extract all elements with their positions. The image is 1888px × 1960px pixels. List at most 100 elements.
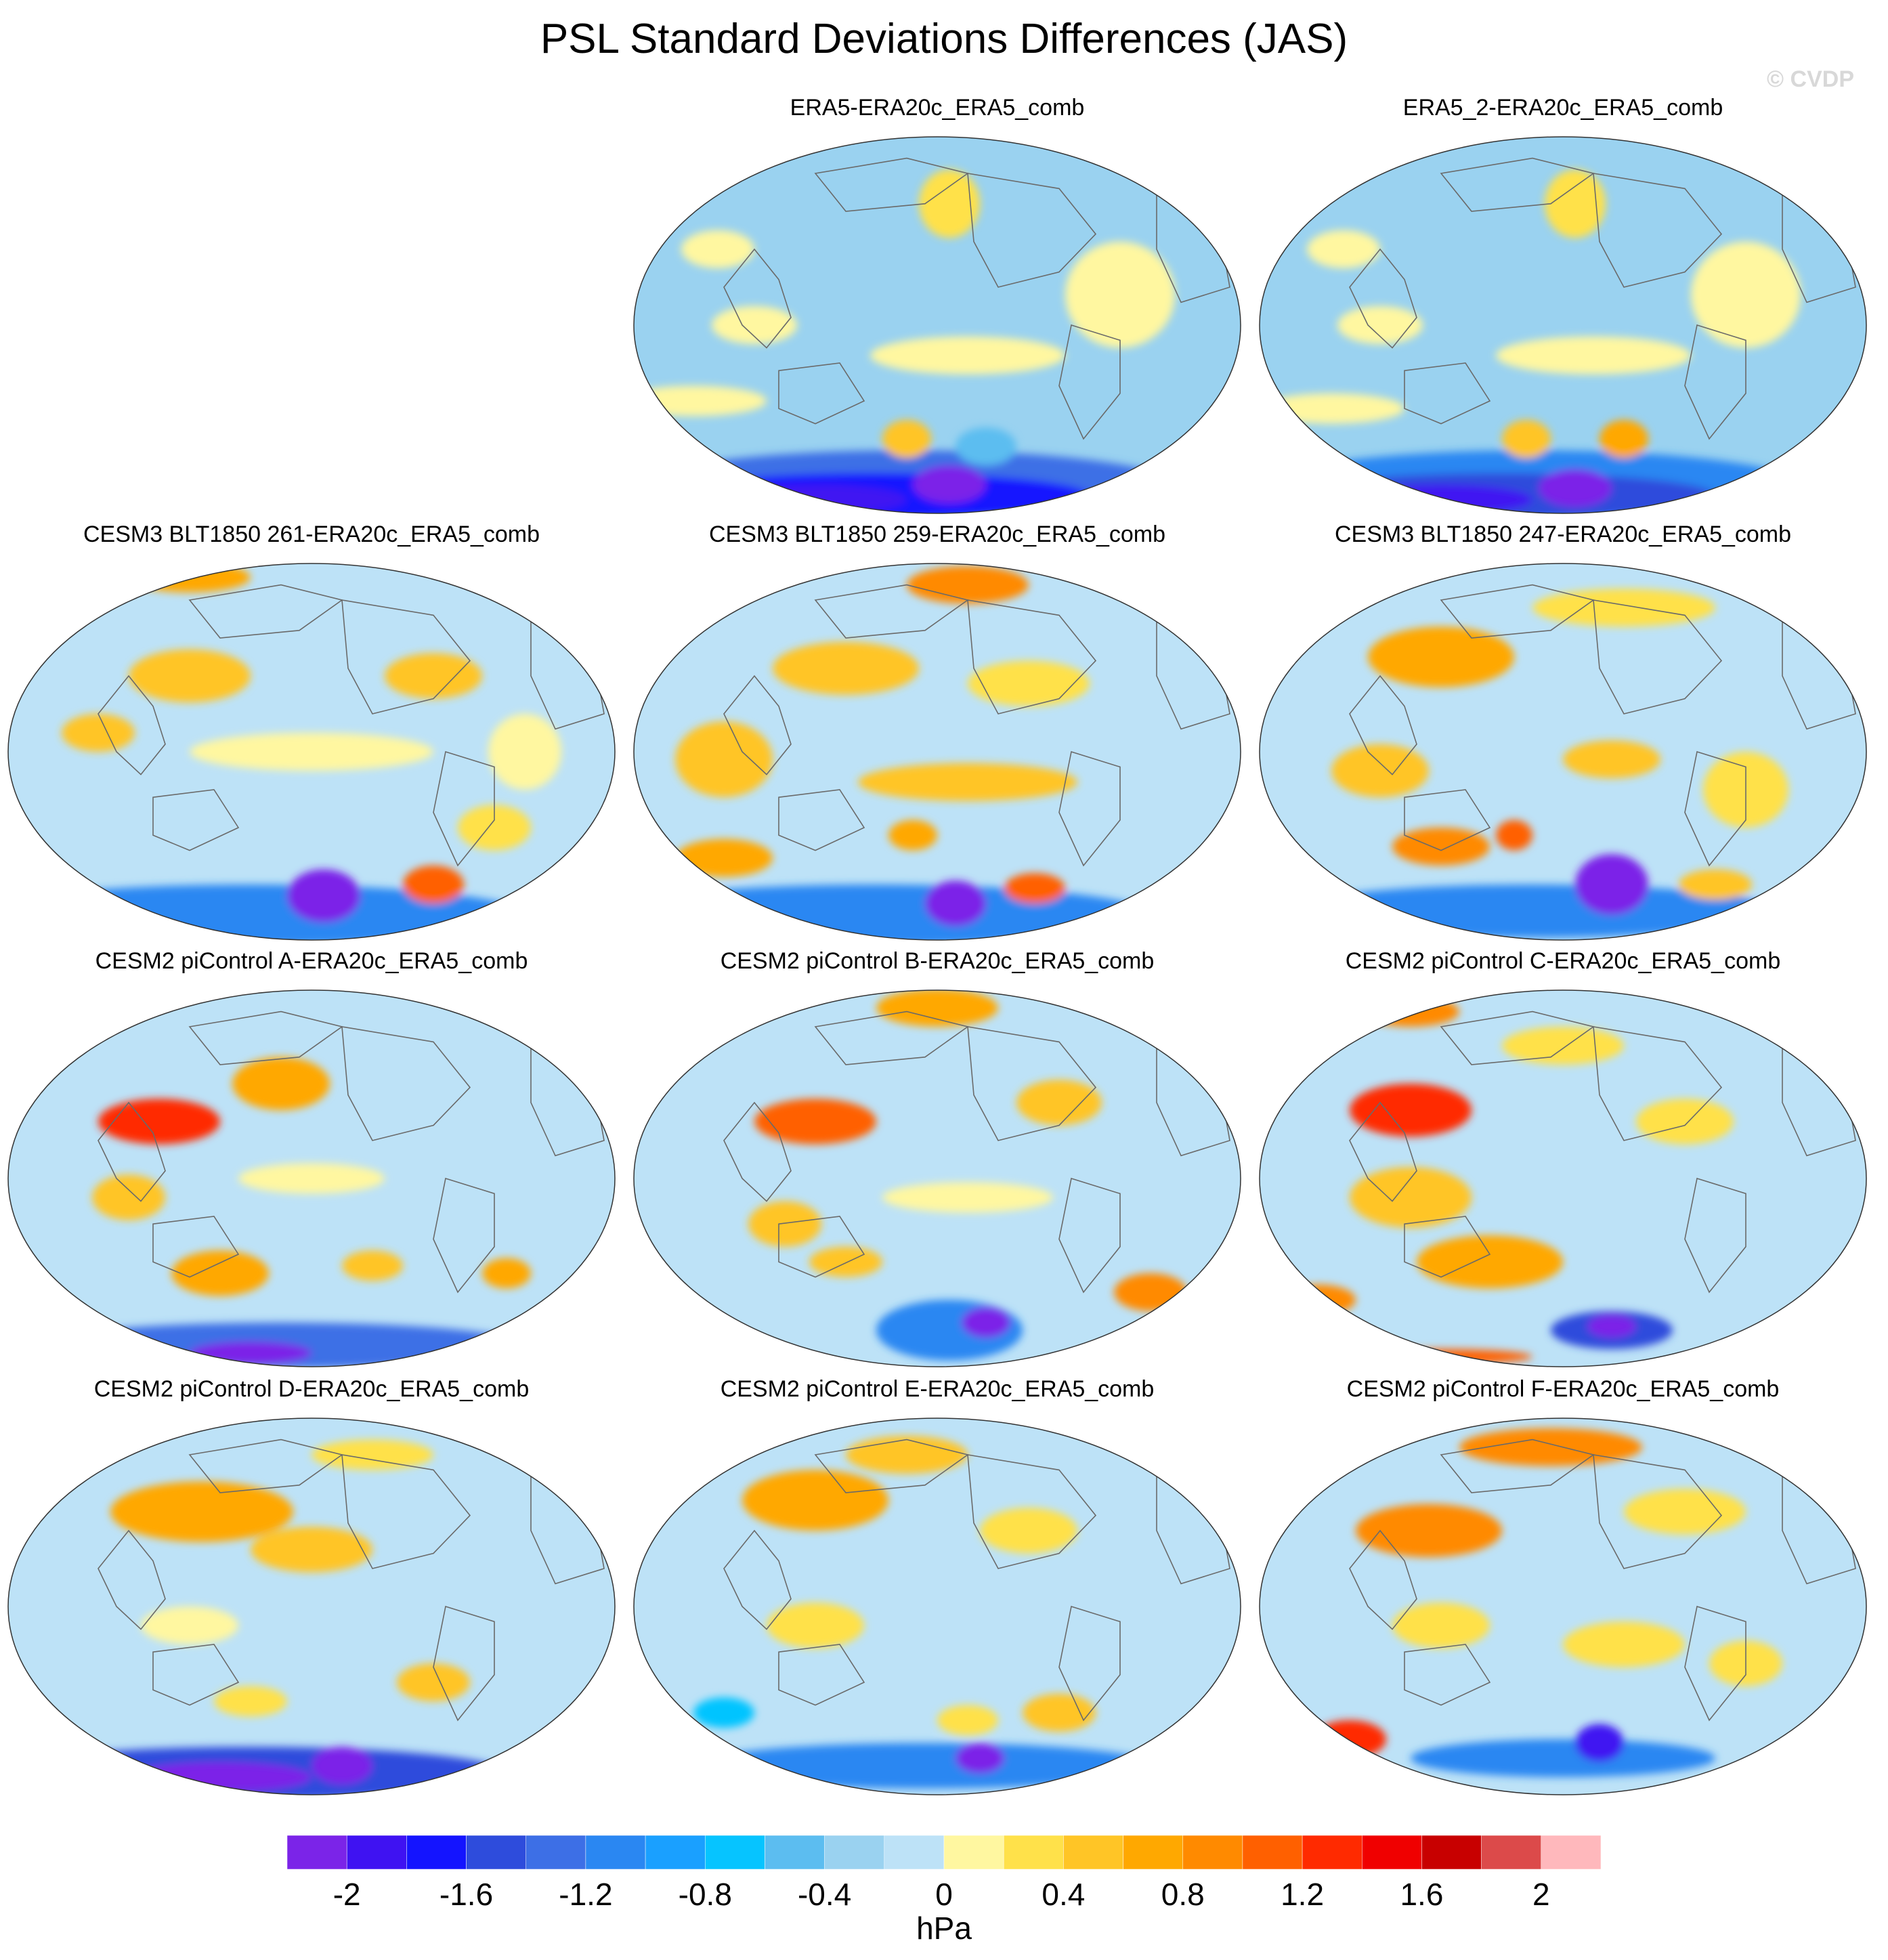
coastline — [814, 584, 969, 639]
anomaly-region — [773, 641, 919, 695]
anomaly-region — [1313, 1720, 1386, 1758]
panel-title: CESM3 BLT1850 259-ERA20c_ERA5_comb — [708, 521, 1166, 547]
anomaly-region — [312, 1747, 372, 1785]
anomaly-region — [129, 1762, 312, 1793]
coastline — [723, 248, 792, 349]
colorbar-swatch — [585, 1835, 646, 1870]
anomaly-region — [92, 1174, 165, 1220]
anomaly-region — [858, 763, 1077, 801]
coastline — [723, 675, 792, 775]
panel-title: CESM2 piControl C-ERA20c_ERA5_comb — [1345, 948, 1781, 974]
anomaly-region — [675, 721, 773, 798]
anomaly-region — [925, 880, 986, 926]
anomaly-region — [385, 653, 482, 699]
coastline — [778, 789, 865, 851]
robinson-map — [633, 989, 1241, 1367]
map-panel: CESM2 piControl E-ERA20c_ERA5_comb — [626, 1376, 1249, 1795]
anomaly-region — [882, 1182, 1053, 1213]
colorbar — [286, 1835, 1602, 1870]
colorbar-labels: -2 -1.6 -1.2 -0.8 -0.4 0 0.4 0.8 1.2 1.6 2 — [0, 1869, 1888, 1912]
anomaly-region — [1636, 1099, 1734, 1145]
colorbar-swatch — [705, 1835, 765, 1870]
coastline — [1349, 675, 1417, 775]
anomaly-region — [488, 714, 561, 790]
colorbar-swatch — [1123, 1835, 1183, 1870]
robinson-map — [7, 989, 616, 1367]
map-border — [7, 989, 616, 1367]
colorbar-tick-label: -1.6 — [439, 1877, 494, 1912]
panel-title: CESM2 piControl A-ERA20c_ERA5_comb — [95, 948, 528, 974]
anomaly-region — [482, 1258, 531, 1289]
anomaly-region — [956, 1743, 1004, 1774]
anomaly-region — [1307, 230, 1380, 268]
panel-title: ERA5-ERA20c_ERA5_comb — [790, 95, 1085, 121]
anomaly-region — [190, 1341, 312, 1365]
colorbar-tick-label: 0.4 — [1042, 1877, 1086, 1912]
robinson-map — [633, 136, 1241, 514]
coastline — [98, 1529, 166, 1630]
anomaly-region — [251, 1527, 372, 1573]
anomaly-region — [675, 838, 773, 877]
colorbar-tick-label: 1.2 — [1281, 1877, 1325, 1912]
coastline — [98, 675, 166, 775]
anomaly-region — [888, 819, 937, 851]
panel-title: CESM3 BLT1850 261-ERA20c_ERA5_comb — [83, 521, 540, 547]
anomaly-region — [907, 566, 1029, 604]
map-panel: CESM3 BLT1850 247-ERA20c_ERA5_comb — [1251, 521, 1874, 941]
panel-title: CESM2 piControl E-ERA20c_ERA5_comb — [720, 1376, 1155, 1402]
anomaly-region — [748, 1201, 821, 1247]
map-panel: CESM3 BLT1850 261-ERA20c_ERA5_comb — [0, 521, 623, 941]
colorbar-tick-label: -1.2 — [559, 1877, 613, 1912]
anomaly-region — [1679, 869, 1752, 900]
anomaly-region — [1392, 828, 1490, 866]
anomaly-region — [1563, 1621, 1685, 1667]
anomaly-region — [876, 990, 998, 1027]
coastline — [814, 157, 969, 212]
colorbar-swatch — [1063, 1835, 1123, 1870]
anomaly-region — [1260, 393, 1404, 424]
robinson-map — [1259, 136, 1867, 514]
anomaly-region — [214, 1686, 287, 1717]
coastline — [1404, 789, 1491, 851]
anomaly-region — [98, 1099, 220, 1145]
anomaly-region — [110, 1481, 293, 1542]
coastline — [778, 1216, 865, 1278]
coastline — [778, 362, 865, 425]
anomaly-region — [693, 1697, 754, 1728]
robinson-map — [1259, 989, 1867, 1367]
colorbar-swatch — [1541, 1835, 1602, 1870]
map-border — [633, 136, 1241, 514]
coastline — [1058, 750, 1121, 867]
anomaly-region — [1813, 1712, 1862, 1743]
coastline — [723, 1101, 792, 1202]
anomaly-region — [754, 1099, 876, 1145]
robinson-map — [1259, 1418, 1867, 1795]
colorbar-swatch — [1242, 1835, 1303, 1870]
anomaly-region — [129, 563, 251, 593]
colorbar-tick-label: -0.8 — [678, 1877, 732, 1912]
page-title: PSL Standard Deviations Differences (JAS… — [540, 16, 1348, 62]
anomaly-region — [232, 1057, 330, 1111]
coastline — [1593, 599, 1723, 715]
anomaly-region — [1624, 1489, 1746, 1535]
colorbar-svg — [286, 1835, 1602, 1870]
map-panel: CESM2 piControl C-ERA20c_ERA5_comb — [1251, 948, 1874, 1367]
anomaly-region — [712, 306, 797, 344]
anomaly-region — [1283, 1284, 1356, 1315]
coastline — [1404, 1216, 1491, 1278]
colorbar-swatch — [1182, 1835, 1243, 1870]
coastline — [1684, 1605, 1746, 1722]
anomaly-region — [937, 1705, 998, 1736]
coastline — [967, 599, 1097, 715]
anomaly-region — [190, 733, 433, 771]
map-background — [8, 1418, 615, 1795]
anomaly-region — [1065, 241, 1175, 348]
colorbar-swatch — [1362, 1835, 1422, 1870]
map-panel: ERA5_2-ERA20c_ERA5_comb — [1251, 95, 1874, 514]
colorbar-swatch — [884, 1835, 945, 1870]
map-border — [7, 1418, 616, 1795]
anomaly-region — [809, 1246, 882, 1277]
anomaly-region — [980, 1508, 1077, 1554]
coastline — [967, 1454, 1097, 1569]
coastline — [1404, 1644, 1491, 1706]
